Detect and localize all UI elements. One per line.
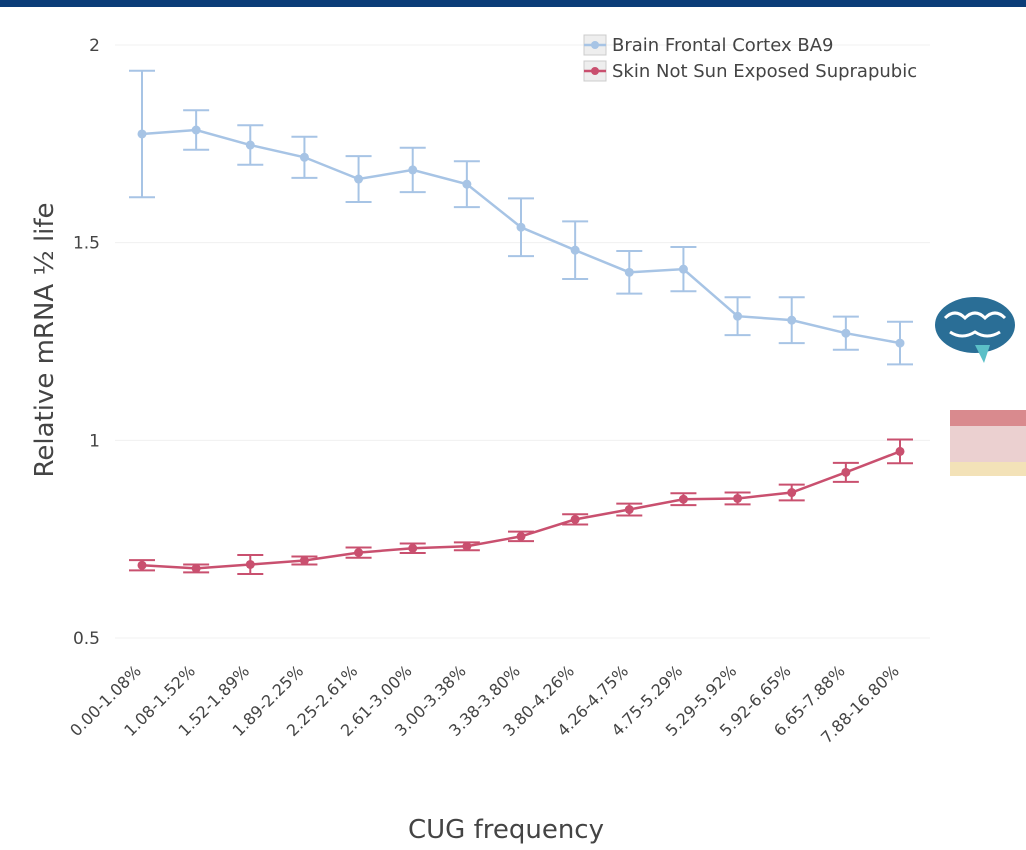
point xyxy=(896,447,905,456)
chart: Relative mRNA ½ life CUG frequency 0.5 1 1… xyxy=(0,0,1026,850)
point xyxy=(571,515,580,524)
x-axis-label: CUG frequency xyxy=(408,815,604,845)
point xyxy=(408,544,417,553)
point xyxy=(192,564,201,573)
point xyxy=(679,265,688,274)
point xyxy=(841,468,850,477)
y-tick-label: 1 xyxy=(89,431,100,451)
point xyxy=(679,495,688,504)
point xyxy=(517,532,526,541)
point xyxy=(138,561,147,570)
point xyxy=(246,560,255,569)
point xyxy=(733,312,742,321)
y-tick-label: 0.5 xyxy=(73,629,100,649)
legend-marker xyxy=(591,41,599,49)
point xyxy=(733,494,742,503)
point xyxy=(462,542,471,551)
point xyxy=(246,141,255,150)
point xyxy=(192,125,201,134)
legend-label: Brain Frontal Cortex BA9 xyxy=(612,35,833,56)
legend-marker xyxy=(591,67,599,75)
point xyxy=(300,556,309,565)
point xyxy=(408,165,417,174)
top-bar xyxy=(0,0,1026,7)
series-line xyxy=(142,451,900,568)
point xyxy=(625,505,634,514)
y-tick-label: 2 xyxy=(89,36,100,56)
y-axis-label: Relative mRNA ½ life xyxy=(30,202,60,477)
point xyxy=(462,180,471,189)
point xyxy=(300,153,309,162)
point xyxy=(138,129,147,138)
y-tick-label: 1.5 xyxy=(73,234,100,254)
point xyxy=(841,329,850,338)
point xyxy=(517,223,526,232)
point xyxy=(896,339,905,348)
point xyxy=(571,246,580,255)
brain-icon xyxy=(935,297,1015,363)
point xyxy=(354,175,363,184)
point xyxy=(787,316,796,325)
legend-label: Skin Not Sun Exposed Suprapubic xyxy=(612,61,917,82)
point xyxy=(625,268,634,277)
point xyxy=(787,488,796,497)
point xyxy=(354,548,363,557)
skin-icon xyxy=(950,410,1026,476)
